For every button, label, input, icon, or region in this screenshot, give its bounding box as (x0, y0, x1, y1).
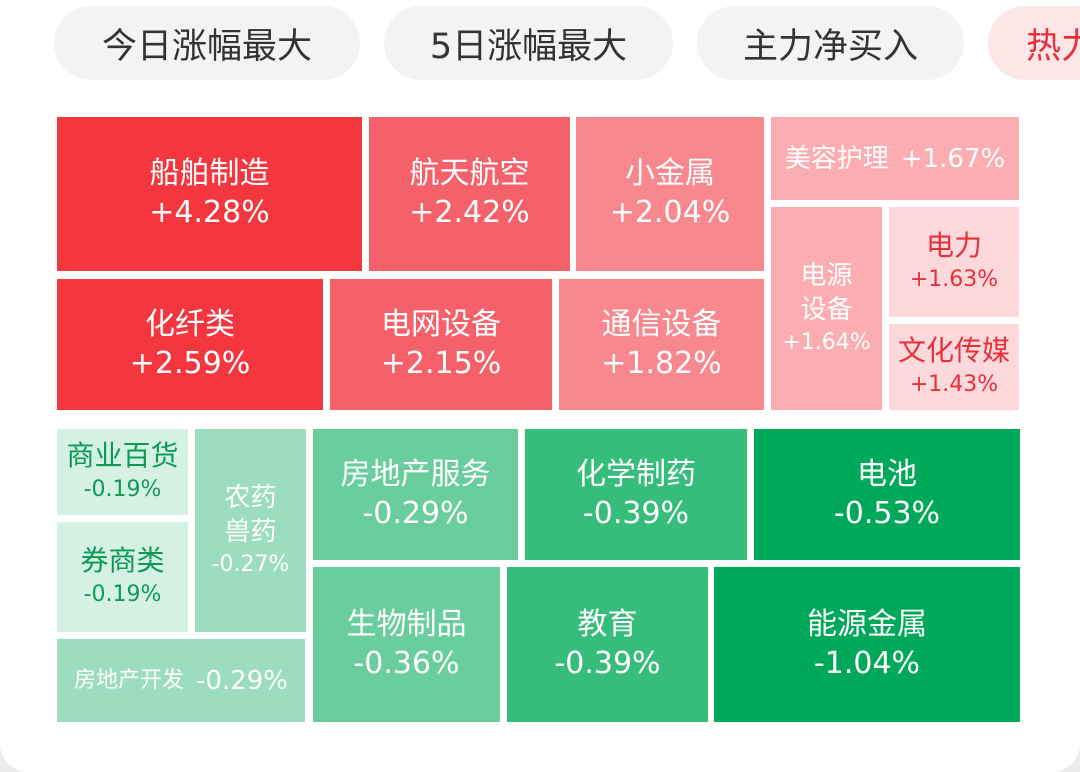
sector-tile-aerospace[interactable]: 航天航空 +2.42% (369, 117, 570, 271)
sector-change-percent: +2.42% (409, 195, 530, 230)
sector-change-percent: -0.29% (362, 495, 469, 531)
sector-tile-grid-equipment[interactable]: 电网设备 +2.15% (330, 279, 552, 410)
sector-name: 券商类 (80, 544, 165, 577)
sector-name: 生物制品 (346, 606, 467, 642)
sector-tile-chemical-pharma[interactable]: 化学制药 -0.39% (525, 429, 747, 560)
sector-name: 教育 (577, 606, 638, 642)
sector-tile-minor-metals[interactable]: 小金属 +2.04% (576, 117, 764, 271)
sector-tile-telecom-equipment[interactable]: 通信设备 +1.82% (559, 279, 764, 410)
sector-tile-energy-metals[interactable]: 能源金属 -1.04% (714, 567, 1020, 722)
sector-tile-bio-products[interactable]: 生物制品 -0.36% (313, 567, 500, 722)
sector-change-percent: +2.15% (380, 345, 502, 381)
tab-main-net-buy[interactable]: 主力净买入 (697, 6, 964, 80)
sector-change-percent: -0.19% (83, 582, 162, 607)
sector-tile-securities[interactable]: 券商类 -0.19% (57, 522, 188, 632)
sector-name: 化学制药 (576, 456, 696, 492)
sector-name: 小金属 (624, 156, 715, 191)
tab-5day-top-gainers[interactable]: 5日涨幅最大 (384, 6, 673, 80)
sector-change-percent: -1.04% (813, 645, 921, 681)
sector-tile-real-estate-services[interactable]: 房地产服务 -0.29% (313, 429, 518, 560)
sector-name: 电源 设备 (800, 260, 853, 325)
sector-name: 通信设备 (601, 306, 722, 342)
sector-change-percent: +1.67% (900, 143, 1006, 174)
sector-name: 房地产开发 (74, 667, 185, 693)
sector-change-percent: +1.63% (909, 267, 999, 292)
sector-name: 化纤类 (144, 306, 235, 342)
sector-change-percent: +1.82% (601, 345, 722, 381)
tab-today-top-gainers[interactable]: 今日涨幅最大 (54, 6, 360, 80)
sector-change-percent: -0.19% (83, 477, 162, 502)
sector-change-percent: -0.27% (211, 551, 290, 577)
sector-change-percent: -0.39% (582, 495, 690, 531)
sector-name: 电网设备 (380, 306, 501, 342)
sector-change-percent: -0.39% (554, 645, 661, 681)
sector-tile-power-equipment[interactable]: 电源 设备 +1.64% (771, 207, 882, 410)
sector-tile-culture-media[interactable]: 文化传媒 +1.43% (889, 324, 1019, 410)
tab-heat[interactable]: 热力 (988, 6, 1080, 80)
sector-change-percent: -0.36% (353, 645, 460, 681)
sector-name: 航天航空 (409, 156, 530, 191)
sector-change-percent: +2.04% (609, 195, 731, 230)
sector-change-percent: +2.59% (129, 345, 251, 381)
sector-name: 房地产服务 (340, 456, 491, 492)
sector-name: 能源金属 (807, 606, 927, 642)
sector-tile-education[interactable]: 教育 -0.39% (507, 567, 708, 722)
sector-name: 商业百货 (66, 439, 179, 472)
sector-tile-agro-vet[interactable]: 农药 兽药 -0.27% (195, 429, 306, 632)
sector-change-percent: -0.29% (196, 665, 288, 696)
sector-tile-chemical-fiber[interactable]: 化纤类 +2.59% (57, 279, 323, 410)
sector-change-percent: +4.28% (149, 195, 270, 230)
sector-name: 电力 (925, 229, 982, 262)
sector-tile-electric-power[interactable]: 电力 +1.63% (889, 207, 1019, 317)
sector-name: 农药 兽药 (224, 482, 277, 547)
sector-change-percent: +1.43% (909, 372, 999, 397)
sector-change-percent: -0.53% (833, 495, 941, 531)
sector-name: 美容护理 (784, 143, 889, 174)
sector-tile-beauty-care[interactable]: 美容护理 +1.67% (771, 117, 1019, 200)
ranking-tab-bar: 今日涨幅最大 5日涨幅最大 主力净买入 热力 (0, 0, 1080, 90)
sector-tile-battery[interactable]: 电池 -0.53% (754, 429, 1020, 560)
sector-name: 电池 (856, 456, 917, 492)
sector-name: 船舶制造 (149, 156, 270, 191)
sector-name: 文化传媒 (897, 334, 1010, 367)
sector-change-percent: +1.64% (782, 329, 871, 355)
sector-tile-shipbuilding[interactable]: 船舶制造 +4.28% (57, 117, 362, 271)
sector-tile-department-store[interactable]: 商业百货 -0.19% (57, 429, 188, 515)
sector-tile-real-estate-dev[interactable]: 房地产开发 -0.29% (57, 639, 305, 722)
